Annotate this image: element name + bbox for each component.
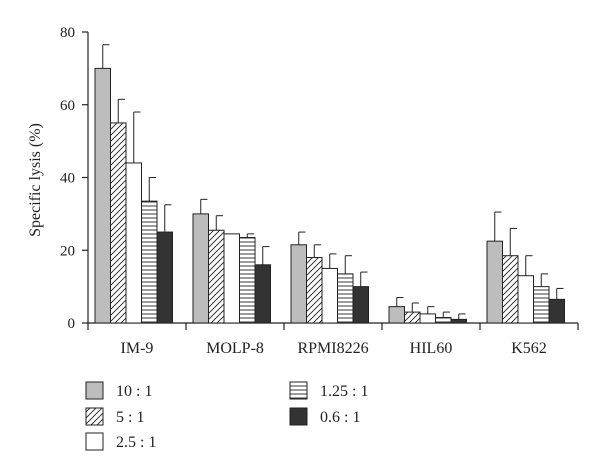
bar <box>192 213 209 324</box>
category-label: HIL60 <box>410 340 453 357</box>
category-label: K562 <box>511 340 547 357</box>
bar <box>110 122 127 324</box>
y-tick-label: 20 <box>60 243 75 259</box>
bar <box>290 244 307 324</box>
bar <box>94 67 111 324</box>
legend-label: 2.5 : 1 <box>116 434 156 451</box>
y-tick-label: 60 <box>60 98 75 114</box>
bar <box>404 311 421 324</box>
legend-swatch <box>85 381 104 400</box>
legend-swatch <box>85 432 104 451</box>
bar <box>223 233 240 324</box>
bar <box>208 229 225 324</box>
bar <box>352 286 369 324</box>
bar <box>306 257 323 324</box>
bar <box>533 286 550 324</box>
legend-swatch <box>289 381 308 400</box>
bar <box>548 298 565 324</box>
category-label: IM-9 <box>121 340 154 357</box>
legend-label: 10 : 1 <box>116 383 152 400</box>
bar <box>254 264 271 324</box>
bar <box>156 231 173 324</box>
legend-label: 0.6 : 1 <box>320 409 360 426</box>
y-tick-label: 80 <box>60 25 75 41</box>
bar <box>141 200 158 324</box>
legend-label: 5 : 1 <box>116 409 144 426</box>
bar <box>450 318 467 324</box>
legend-swatch <box>289 407 308 426</box>
bar <box>419 313 436 324</box>
category-label: MOLP-8 <box>206 340 264 357</box>
bar <box>486 240 503 324</box>
y-tick-label: 0 <box>68 316 76 332</box>
legend: 10 : 1 5 : 1 2.5 : 1 1.25 : 1 0.6 : 1 <box>85 381 368 451</box>
bar <box>517 275 534 324</box>
bar <box>502 255 519 324</box>
bar <box>435 317 452 324</box>
y-axis-label: Specific lysis (%) <box>27 123 44 237</box>
legend-swatch <box>85 407 104 426</box>
bar <box>321 267 338 324</box>
bar <box>388 306 405 324</box>
category-labels: IM-9 MOLP-8 RPMI8226 HIL60 K562 <box>121 340 547 357</box>
bar <box>337 273 354 324</box>
bar <box>239 237 256 324</box>
legend-label: 1.25 : 1 <box>320 383 368 400</box>
category-label: RPMI8226 <box>297 340 368 357</box>
bars <box>94 44 565 324</box>
bar <box>125 162 142 324</box>
y-tick-label: 40 <box>60 171 75 187</box>
